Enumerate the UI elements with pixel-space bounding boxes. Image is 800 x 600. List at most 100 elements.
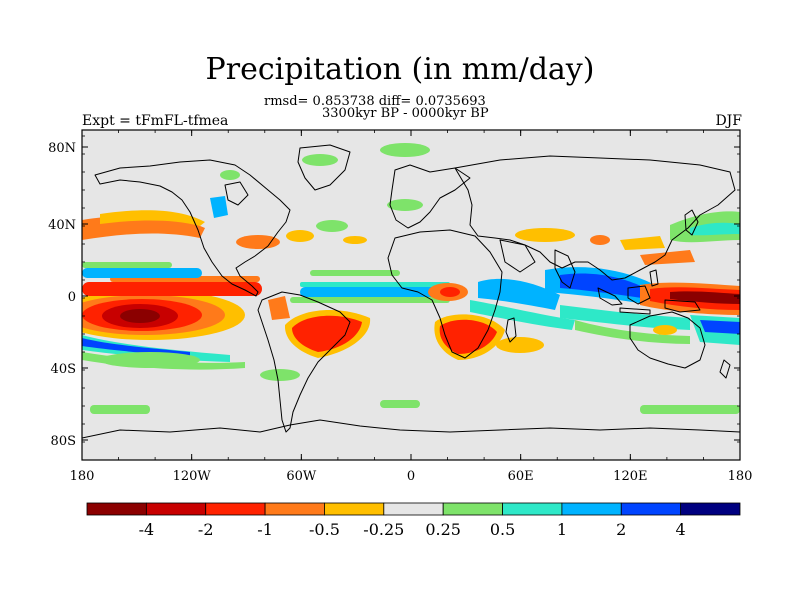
map-title: Precipitation (in mm/day): [205, 52, 595, 87]
colorbar-label: 0.5: [490, 520, 515, 539]
anomaly-med-orange: [590, 235, 610, 245]
anomaly-southern-africa-2: [439, 319, 497, 354]
anomaly-indian-ocean-core: [560, 273, 645, 298]
colorbar-label: 1: [557, 520, 567, 539]
colorbar-swatch: [502, 502, 563, 516]
coast-new-guinea: [664, 299, 701, 313]
anomaly-greenland-green: [220, 170, 240, 180]
anomaly-spcz-core: [82, 338, 190, 356]
rmsd-text: rmsd= 0.853738 diff= 0.0735693: [264, 94, 486, 109]
coastlines: [82, 144, 740, 439]
anomaly-south-america-orange: [268, 296, 290, 320]
coast-hudson-bay: [224, 181, 249, 206]
anomaly-australia-blue: [700, 320, 740, 334]
lon-tick-label: 180: [70, 469, 95, 484]
anomaly-pacific-green-north: [82, 262, 172, 268]
coast-java: [619, 307, 651, 315]
anomaly-north-pacific-blue: [210, 196, 228, 218]
colorbar-label: -4: [139, 520, 155, 539]
anomaly-europe-green: [387, 199, 423, 211]
colorbar-label: 2: [616, 520, 626, 539]
colorbar: -4 -2 -1 -0.5 -0.25 0.25 0.5 1 2 4: [86, 502, 741, 539]
coast-japan: [684, 209, 699, 236]
anomaly-west-africa-core: [440, 287, 460, 297]
anomaly-arctic-green: [380, 143, 430, 157]
anomaly-nw-pacific-orange: [640, 250, 695, 265]
colorbar-swatch: [145, 502, 207, 516]
anomaly-spcz: [82, 335, 230, 362]
colorbar-label: -0.5: [309, 520, 340, 539]
anomaly-n-atlantic-3: [316, 220, 348, 232]
colorbar-swatch: [680, 502, 741, 516]
colorbar-swatch: [324, 502, 385, 516]
lon-tick-label: 0: [407, 469, 415, 484]
lat-tick-label: 40S: [51, 362, 76, 377]
season-label: DJF: [715, 113, 742, 129]
experiment-label: Expt = tFmFL-tfmea: [82, 113, 229, 129]
anomaly-n-atlantic-1: [236, 235, 280, 249]
anomaly-atlantic-eq-green: [290, 297, 450, 303]
map-subtitle: 3300kyr BP - 0000kyr BP: [322, 106, 489, 121]
anomaly-southern-ocean-2: [640, 405, 740, 414]
coast-arabia: [499, 239, 536, 273]
anomaly-n-atlantic-2: [286, 230, 314, 242]
colorbar-label: 4: [676, 520, 686, 539]
anomaly-eq-pacific-red: [82, 282, 262, 296]
lon-tick-label: 120W: [173, 469, 212, 484]
coast-asia: [454, 155, 736, 281]
coast-philippines: [649, 269, 659, 287]
anomaly-east-africa-cyan: [470, 300, 575, 330]
coast-madagascar: [505, 317, 517, 343]
coast-antarctica: [82, 419, 740, 439]
anomaly-pacific-blue-north: [82, 268, 202, 278]
anomaly-nw-pacific-blue: [690, 222, 740, 236]
anomaly-south-america-dry-2: [292, 315, 362, 352]
colorbar-swatch: [620, 502, 682, 516]
lon-tick-label: 120E: [613, 469, 647, 484]
coast-africa: [387, 229, 503, 359]
anomaly-indian-south-green: [575, 320, 690, 344]
lon-tick-label: 60E: [508, 469, 534, 484]
anomaly-nw-pacific-yellow: [620, 236, 665, 250]
anomaly-s-atlantic-green: [260, 369, 300, 381]
colorbar-swatch: [561, 502, 622, 516]
colorbar-swatch: [86, 502, 147, 516]
lat-tick-label: 0: [68, 290, 76, 305]
anomaly-north-pacific-orange: [100, 210, 205, 226]
coast-india: [554, 249, 576, 289]
coast-new-zealand: [719, 359, 731, 379]
coast-australia: [629, 311, 706, 369]
anomaly-n-america-green: [302, 154, 338, 166]
anomaly-atlantic-eq-green-2: [310, 270, 400, 276]
anomaly-central-pacific-4: [120, 309, 160, 323]
anomaly-west-pacific-dry-3: [670, 291, 740, 304]
coast-south-america: [257, 291, 351, 433]
colorbar-swatch: [264, 502, 325, 516]
anomaly-sw-indian: [496, 337, 544, 353]
colorbar-swatch: [442, 502, 503, 516]
anomaly-southern-ocean-1: [90, 405, 150, 414]
coast-greenland: [297, 144, 351, 191]
anomaly-indian-south: [560, 305, 690, 330]
lat-tick-label: 80S: [51, 434, 76, 449]
longitude-ticks: 180 120W 60W 0 60E 120E 180: [70, 130, 753, 484]
anomaly-atlantic-eq-cyan: [300, 282, 450, 287]
colorbar-swatch: [383, 502, 444, 516]
lat-tick-label: 40N: [48, 218, 76, 233]
anomaly-east-africa-wet: [478, 278, 560, 310]
anomaly-atlantic-eq-blue: [300, 287, 440, 297]
anomaly-southern-ocean-3: [380, 400, 420, 408]
anomaly-south-pacific-green: [100, 352, 200, 368]
anomaly-med-yellow: [515, 228, 575, 242]
anomaly-fields: [82, 143, 740, 414]
lon-tick-label: 180: [728, 469, 753, 484]
latitude-ticks: 80N 40N 0 40S 80S: [48, 135, 740, 449]
anomaly-australia-orange: [653, 325, 677, 335]
lat-tick-label: 80N: [48, 141, 76, 156]
anomaly-n-atlantic-4: [343, 236, 367, 244]
coast-borneo: [627, 285, 651, 305]
colorbar-label: 0.25: [425, 520, 461, 539]
colorbar-swatch: [205, 502, 266, 516]
coast-sumatra: [597, 287, 623, 306]
